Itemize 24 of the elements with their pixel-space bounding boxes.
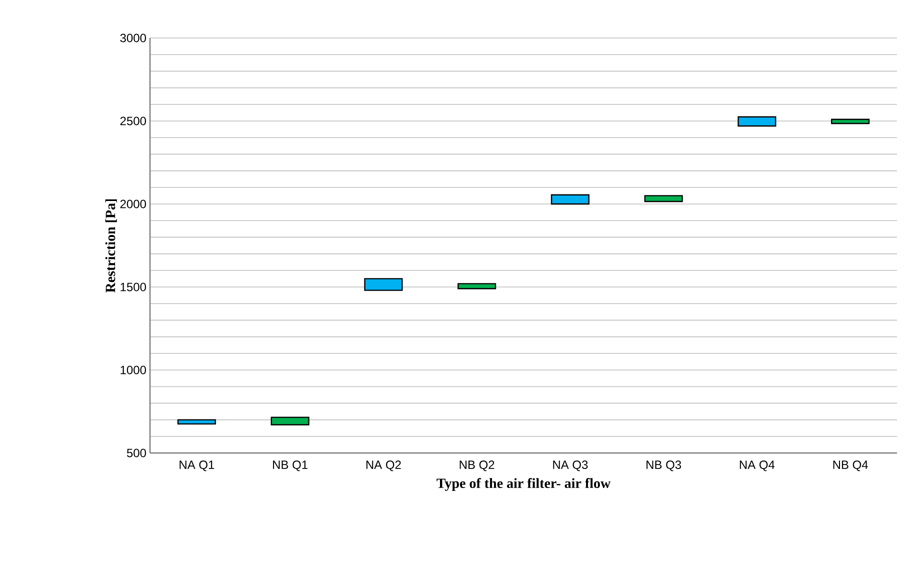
- y-tick-label: 1500: [120, 282, 146, 292]
- x-tick-label: NB Q4: [833, 460, 868, 472]
- bar: [270, 416, 310, 426]
- y-tick-label: 2000: [120, 200, 146, 208]
- x-tick-label: NB Q2: [460, 460, 494, 472]
- x-tick-label: NA Q1: [180, 460, 214, 472]
- x-tick-label: NB Q1: [273, 460, 308, 472]
- bar: [364, 278, 403, 291]
- y-tick-label: 500: [126, 448, 146, 458]
- bar: [738, 116, 776, 127]
- y-tick-label: 1000: [120, 366, 146, 374]
- y-tick-label: 2500: [120, 116, 146, 126]
- bar: [177, 419, 216, 425]
- x-tick-label: NA Q2: [366, 460, 401, 472]
- bar: [550, 194, 590, 205]
- x-tick-label: NA Q4: [740, 460, 775, 472]
- x-tick-label: NB Q3: [646, 460, 682, 472]
- bar: [644, 195, 683, 202]
- y-axis-title: Restriction [Pa]: [105, 199, 117, 292]
- x-axis-title: Type of the air filter- air flow: [436, 478, 611, 491]
- bar: [458, 283, 496, 290]
- bar: [831, 118, 870, 124]
- x-tick-label: NA Q3: [553, 460, 588, 472]
- y-tick-label: 3000: [120, 34, 146, 42]
